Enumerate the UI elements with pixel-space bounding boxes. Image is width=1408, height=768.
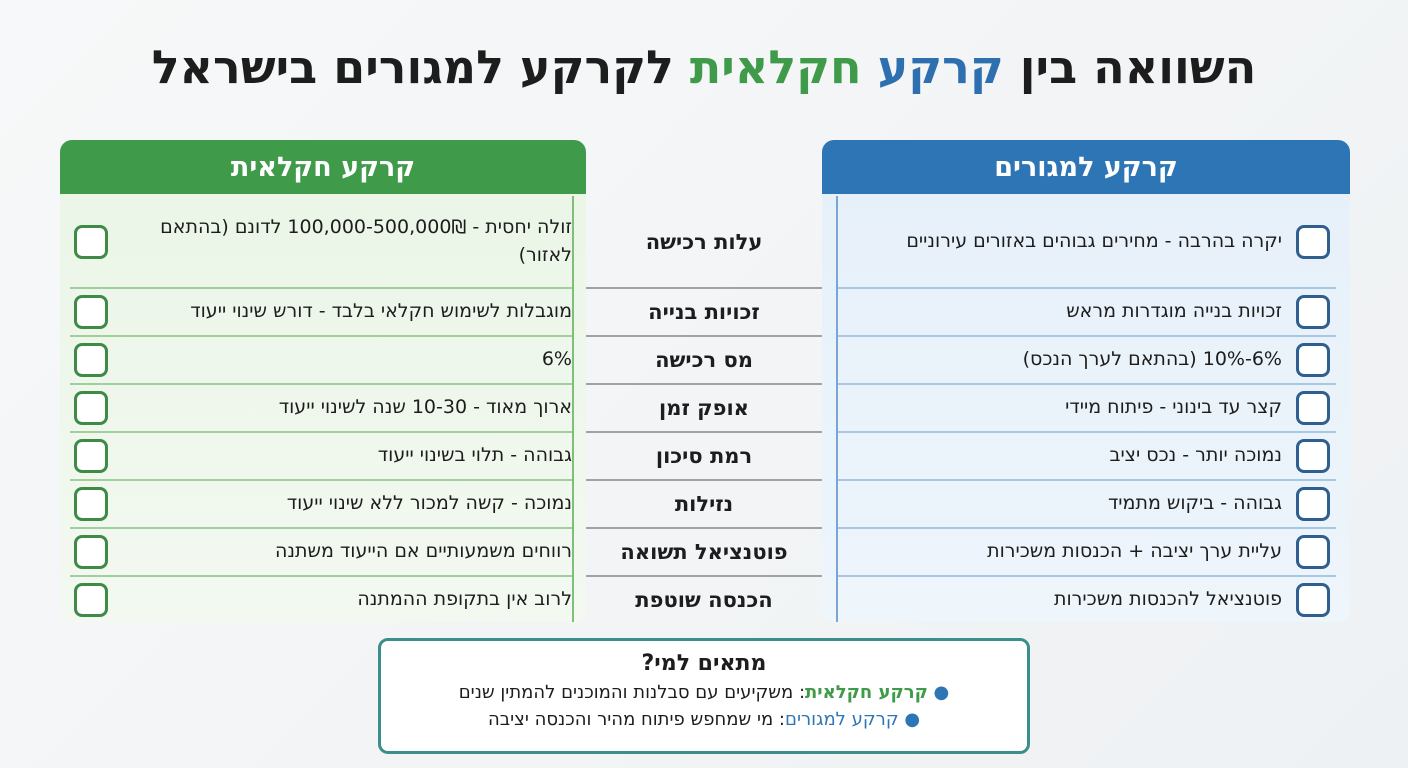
residential-text: זכויות בנייה מוגדרות מראש — [1066, 300, 1282, 323]
row-separator — [70, 527, 572, 529]
row-separator — [836, 575, 1336, 577]
agricultural-panel — [60, 140, 586, 622]
icon — [1296, 225, 1330, 259]
item-text: : מי שמחפש פיתוח מהיר והכנסה יציבה — [487, 709, 785, 730]
residential-text: פוטנציאל להכנסות משכירות — [1054, 588, 1282, 611]
residential-panel — [822, 140, 1350, 622]
row-separator — [836, 527, 1336, 529]
residential-header: קרקע למגורים — [822, 140, 1350, 194]
criterion: מס רכישה — [655, 347, 753, 372]
title: השוואה בין קרקע חקלאית לקרקע למגורים ביש… — [0, 40, 1408, 94]
icon — [1296, 535, 1330, 569]
row-separator — [836, 431, 1336, 433]
row-separator — [70, 431, 572, 433]
row-separator — [586, 383, 822, 385]
column-divider — [572, 196, 574, 622]
criterion: פוטנציאל תשואה — [620, 539, 788, 564]
title-part: קרקע — [877, 40, 1004, 94]
column-title: קרקע למגורים — [994, 151, 1178, 183]
criterion: עלות רכישה — [645, 229, 763, 254]
agricultural-text: ארוך מאוד - 10-30 שנה לשינוי ייעוד — [278, 396, 572, 419]
row-separator — [836, 479, 1336, 481]
residential-text: נמוכה יותר - נכס יציב — [1109, 444, 1282, 467]
row-separator — [586, 479, 822, 481]
icon — [74, 439, 108, 473]
icon — [74, 343, 108, 377]
box-item: ● קרקע למגורים: מי שמחפש פיתוח מהיר והכנ… — [487, 709, 921, 730]
icon — [74, 295, 108, 329]
icon — [1296, 439, 1330, 473]
row-separator — [70, 335, 572, 337]
criterion: אופק זמן — [659, 395, 749, 420]
box-item: ● קרקע חקלאית: משקיעים עם סבלנות והמוכני… — [458, 682, 950, 703]
icon — [1296, 391, 1330, 425]
item-label: קרקע חקלאית — [805, 682, 928, 703]
residential-text: יקרה בהרבה - מחירים גבוהים באזורים עירונ… — [906, 230, 1282, 253]
criterion: רמת סיכון — [655, 443, 753, 468]
agricultural-text: גבוהה - תלוי בשינוי ייעוד — [377, 444, 572, 467]
icon — [74, 391, 108, 425]
row-separator — [586, 527, 822, 529]
title-part: לקרקע למגורים בישראל — [151, 40, 690, 94]
criterion: נזילות — [674, 491, 734, 516]
suitability-box: מתאים למי? ● קרקע חקלאית: משקיעים עם סבל… — [378, 638, 1030, 754]
icon — [1296, 583, 1330, 617]
row-separator — [836, 335, 1336, 337]
item-text: : משקיעים עם סבלנות והמוכנים להמתין שנים — [458, 682, 806, 703]
agricultural-text: 6% — [541, 348, 572, 371]
title-part: חקלאית — [689, 40, 878, 94]
row-separator — [836, 287, 1336, 289]
residential-text: גבוהה - ביקוש מתמיד — [1107, 492, 1282, 515]
icon — [74, 225, 108, 259]
row-separator — [586, 287, 822, 289]
column-title: קרקע חקלאית — [230, 151, 416, 183]
agricultural-text: רווחים משמעותיים אם הייעוד משתנה — [275, 540, 572, 563]
icon — [74, 487, 108, 521]
icon — [1296, 487, 1330, 521]
criterion: הכנסה שוטפת — [635, 587, 773, 612]
icon — [74, 535, 108, 569]
icon — [1296, 295, 1330, 329]
column-divider — [836, 196, 838, 622]
agricultural-header: קרקע חקלאית — [60, 140, 586, 194]
row-separator — [70, 575, 572, 577]
agricultural-text: נמוכה - קשה למכור ללא שינוי ייעוד — [286, 492, 572, 515]
row-separator — [586, 335, 822, 337]
agricultural-text: זולה יחסית - 100,000-500,000₪ לדונם (בהת… — [160, 216, 572, 266]
row-separator — [586, 431, 822, 433]
agricultural-text: מוגבלות לשימוש חקלאי בלבד - דורש שינוי י… — [190, 300, 572, 323]
title-part: השוואה בין — [1003, 40, 1257, 94]
box-title: מתאים למי? — [641, 651, 767, 676]
row-separator — [70, 479, 572, 481]
row-separator — [586, 575, 822, 577]
row-separator — [70, 287, 572, 289]
residential-text: קצר עד בינוני - פיתוח מיידי — [1065, 396, 1282, 419]
residential-text: 6%-10% (בהתאם לערך הנכס) — [1022, 348, 1282, 371]
row-separator — [70, 383, 572, 385]
item-label: קרקע למגורים — [785, 709, 899, 730]
icon — [74, 583, 108, 617]
row-separator — [836, 383, 1336, 385]
agricultural-text: לרוב אין בתקופת ההמתנה — [357, 588, 572, 611]
residential-text: עליית ערך יציבה + הכנסות משכירות — [987, 540, 1282, 563]
criterion: זכויות בנייה — [648, 299, 760, 324]
icon — [1296, 343, 1330, 377]
